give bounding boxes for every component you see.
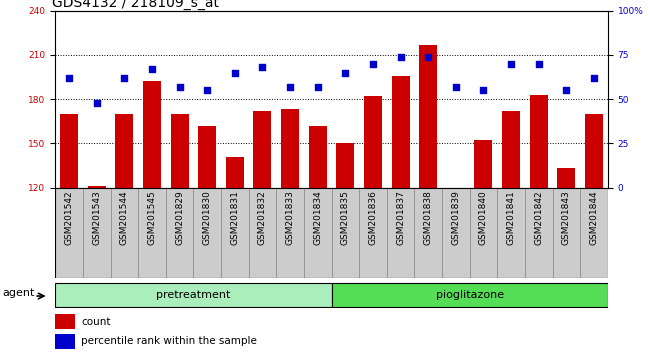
- Bar: [55, 314, 75, 329]
- Text: percentile rank within the sample: percentile rank within the sample: [81, 336, 257, 346]
- Bar: [336, 143, 354, 188]
- Text: GSM201545: GSM201545: [148, 190, 157, 245]
- Text: pretreatment: pretreatment: [156, 290, 231, 300]
- Point: [561, 87, 571, 93]
- Bar: [115, 114, 133, 188]
- Text: pioglitazone: pioglitazone: [436, 290, 504, 300]
- Bar: [198, 126, 216, 188]
- Bar: [442, 188, 469, 278]
- Text: GSM201833: GSM201833: [285, 190, 294, 245]
- Point: [506, 61, 516, 67]
- Point: [229, 70, 240, 75]
- Point: [64, 75, 74, 81]
- Text: GSM201843: GSM201843: [562, 190, 571, 245]
- Text: GSM201829: GSM201829: [175, 190, 184, 245]
- Bar: [276, 188, 304, 278]
- Bar: [221, 188, 248, 278]
- Bar: [364, 96, 382, 188]
- Point: [147, 66, 157, 72]
- Bar: [585, 114, 603, 188]
- Text: agent: agent: [3, 289, 35, 298]
- Bar: [111, 188, 138, 278]
- Bar: [248, 188, 276, 278]
- Bar: [530, 95, 548, 188]
- Bar: [55, 283, 332, 307]
- Text: GSM201544: GSM201544: [120, 190, 129, 245]
- Text: GDS4132 / 218109_s_at: GDS4132 / 218109_s_at: [53, 0, 220, 10]
- Point: [340, 70, 350, 75]
- Point: [478, 87, 489, 93]
- Point: [368, 61, 378, 67]
- Point: [92, 100, 102, 105]
- Bar: [469, 188, 497, 278]
- Bar: [166, 188, 194, 278]
- Text: GSM201830: GSM201830: [203, 190, 212, 245]
- Bar: [83, 188, 111, 278]
- Text: GSM201831: GSM201831: [230, 190, 239, 245]
- Bar: [552, 188, 580, 278]
- Bar: [60, 114, 78, 188]
- Bar: [332, 188, 359, 278]
- Bar: [88, 186, 106, 188]
- Bar: [138, 188, 166, 278]
- Point: [534, 61, 544, 67]
- Bar: [55, 334, 75, 348]
- Text: GSM201842: GSM201842: [534, 190, 543, 245]
- Point: [395, 54, 406, 59]
- Bar: [497, 188, 525, 278]
- Bar: [557, 169, 575, 188]
- Bar: [254, 111, 272, 188]
- Text: GSM201835: GSM201835: [341, 190, 350, 245]
- Bar: [525, 188, 552, 278]
- Text: GSM201840: GSM201840: [479, 190, 488, 245]
- Point: [285, 84, 295, 90]
- Point: [589, 75, 599, 81]
- Text: GSM201837: GSM201837: [396, 190, 405, 245]
- Bar: [281, 109, 299, 188]
- Text: GSM201836: GSM201836: [369, 190, 378, 245]
- Text: count: count: [81, 316, 110, 327]
- Bar: [332, 283, 608, 307]
- Bar: [359, 188, 387, 278]
- Text: GSM201839: GSM201839: [451, 190, 460, 245]
- Point: [119, 75, 129, 81]
- Text: GSM201542: GSM201542: [64, 190, 73, 245]
- Bar: [419, 45, 437, 188]
- Point: [423, 54, 434, 59]
- Text: GSM201841: GSM201841: [506, 190, 515, 245]
- Point: [257, 64, 268, 70]
- Point: [450, 84, 461, 90]
- Text: GSM201844: GSM201844: [590, 190, 599, 245]
- Text: GSM201832: GSM201832: [258, 190, 267, 245]
- Point: [202, 87, 213, 93]
- Bar: [387, 188, 415, 278]
- Point: [313, 84, 323, 90]
- Text: GSM201543: GSM201543: [92, 190, 101, 245]
- Bar: [474, 141, 493, 188]
- Bar: [415, 188, 442, 278]
- Bar: [304, 188, 332, 278]
- Text: GSM201838: GSM201838: [424, 190, 433, 245]
- Bar: [194, 188, 221, 278]
- Text: GSM201834: GSM201834: [313, 190, 322, 245]
- Bar: [580, 188, 608, 278]
- Bar: [309, 126, 327, 188]
- Bar: [170, 114, 188, 188]
- Bar: [226, 156, 244, 188]
- Bar: [391, 75, 410, 188]
- Bar: [55, 188, 83, 278]
- Point: [174, 84, 185, 90]
- Bar: [502, 111, 520, 188]
- Bar: [143, 81, 161, 188]
